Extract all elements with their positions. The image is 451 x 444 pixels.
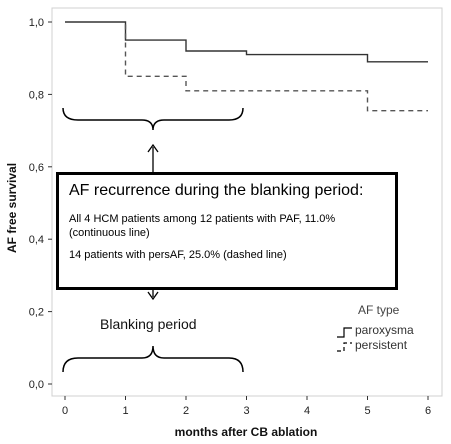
x-tick-label: 0	[62, 405, 68, 417]
legend-label-paroxysmal: paroxysma	[355, 323, 414, 337]
y-tick-label: 0,4	[29, 234, 44, 246]
callout-line-persaf: 14 patients with persAF, 25.0% (dashed l…	[69, 249, 287, 261]
axis-ticks: 0 1 2 3 4 5 6 0,0 0,2 0,4 0,6 0,8 1,0	[29, 17, 431, 417]
y-axis-title-group: AF free survival	[5, 163, 19, 253]
x-tick-label: 1	[122, 405, 128, 417]
blanking-period-label: Blanking period	[100, 316, 197, 332]
x-tick-label: 2	[183, 405, 189, 417]
callout-line-paf: All 4 HCM patients among 12 patients wit…	[69, 213, 336, 239]
legend-swatch-dashed	[337, 342, 352, 352]
x-axis-title: months after CB ablation	[175, 425, 318, 439]
blanking-callout: AF recurrence during the blanking period…	[56, 172, 398, 290]
callout-title: AF recurrence during the blanking period…	[69, 182, 364, 199]
y-tick-label: 1,0	[29, 17, 44, 29]
series-line-persistent	[65, 21, 428, 112]
y-tick-label: 0,2	[29, 307, 44, 319]
legend-title: AF type	[358, 303, 400, 317]
x-tick-label: 6	[425, 405, 431, 417]
x-tick-label: 5	[364, 405, 370, 417]
legend: AF type paroxysma persistent	[337, 303, 414, 352]
y-tick-label: 0,0	[29, 379, 44, 391]
arrow-up-icon	[147, 143, 159, 172]
series-layer	[65, 21, 428, 112]
x-tick-label: 4	[304, 405, 310, 417]
brace-top-icon	[62, 107, 244, 131]
y-tick-label: 0,6	[29, 162, 44, 174]
legend-swatch-solid	[337, 327, 352, 338]
y-axis-title: AF free survival	[5, 163, 19, 253]
arrow-down-icon	[147, 290, 159, 301]
brace-bottom-icon	[62, 345, 244, 373]
series-line-paroxysma	[65, 21, 428, 63]
legend-label-persistent: persistent	[355, 338, 408, 352]
x-tick-label: 3	[243, 405, 249, 417]
y-tick-label: 0,8	[29, 89, 44, 101]
